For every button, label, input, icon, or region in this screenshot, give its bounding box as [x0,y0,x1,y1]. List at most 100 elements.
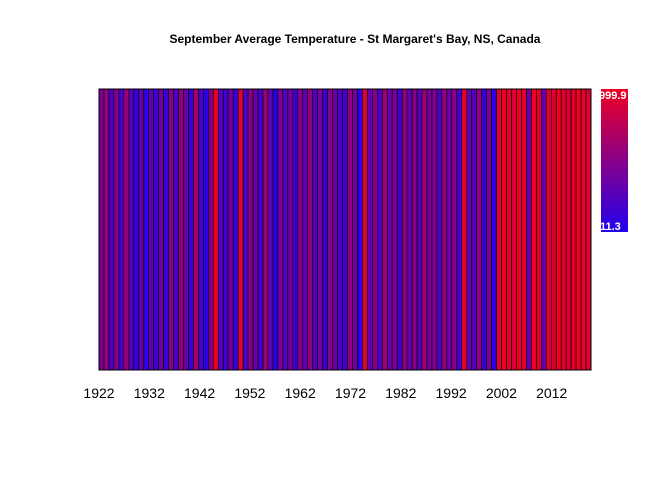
heatmap-stripe [496,88,502,371]
heatmap-stripe [456,88,463,371]
x-tick-label: 1972 [335,385,366,401]
heatmap-stripe [257,88,264,371]
heatmap-stripe [208,88,214,371]
heatmap-stripe [555,88,562,371]
heatmap-stripe [381,88,388,371]
heatmap-stripe [217,88,224,371]
heatmap-stripe [491,88,497,371]
heatmap-stripe [501,88,507,371]
heatmap-stripe [376,88,383,371]
heatmap-stripe [461,88,468,371]
heatmap-stripe [441,88,448,371]
heatmap-stripe [282,88,289,371]
heatmap-stripe [143,88,149,371]
heatmap-stripe [575,88,582,371]
heatmap-stripe [113,88,120,371]
heatmap-stripe [242,88,249,371]
heatmap-stripe [352,88,358,371]
heatmap-stripe [148,88,154,371]
heatmap-stripe [531,88,537,371]
heatmap-stripe [451,88,458,371]
heatmap-stripe [540,88,547,371]
heatmap-stripe [252,88,259,371]
heatmap-stripe [476,88,482,371]
heatmap-stripe [123,88,130,371]
heatmap-stripe [198,88,204,371]
legend-min-label: 11.3 [600,221,621,233]
heatmap-stripe [98,88,105,371]
heatmap-stripe [163,88,169,371]
heatmap-stripe [560,88,567,371]
heatmap-stripe [247,88,254,371]
heatmap-stripe [511,88,517,371]
heatmap-stripe [272,88,279,371]
legend-gradient-bar [601,89,628,232]
heatmap-stripe [262,88,269,371]
heatmap-stripe [317,88,323,371]
heatmap-stripe [406,88,413,371]
heatmap-stripe [203,88,209,371]
heatmap-stripe [357,88,363,371]
heatmap-stripe [565,88,572,371]
x-tick-label: 1932 [134,385,165,401]
heatmap-stripe [585,88,592,371]
x-tick-label: 1922 [83,385,114,401]
heatmap-stripe [362,88,368,371]
heatmap-stripe [237,88,244,371]
heatmap-stripe [421,88,428,371]
heatmap-stripe [481,88,487,371]
heatmap-stripe [173,88,179,371]
heatmap-stripe [337,88,343,371]
heatmap-stripe [372,88,378,371]
x-tick-label: 1952 [234,385,265,401]
heatmap-stripe [287,88,294,371]
heatmap-stripe [108,88,115,371]
chart-title: September Average Temperature - St Marga… [169,32,541,46]
x-tick-label: 1942 [184,385,215,401]
x-axis-tick-labels: 1922 1932 1942 1952 1962 1972 1982 1992 2002 2012 [83,385,567,401]
heatmap-stripe [426,88,433,371]
x-tick-label: 2002 [486,385,517,401]
heatmap-stripe [471,88,478,371]
heatmap-stripe [386,88,393,371]
heatmap-stripe [545,88,552,371]
heatmap-stripe [396,88,403,371]
heatmap-stripe [277,88,284,371]
heatmap-stripe [178,88,184,371]
heatmap-stripe [118,88,125,371]
plot-border [98,88,592,371]
heatmap-stripe [347,88,353,371]
heatmap-stripes [98,88,592,371]
x-tick-label: 2012 [536,385,567,401]
heatmap-stripe [506,88,512,371]
heatmap-stripe [297,88,304,371]
heatmap-stripe [486,88,492,371]
heatmap-stripe [232,88,239,371]
heatmap-stripe [267,88,274,371]
heatmap-stripe [391,88,398,371]
heatmap-stripe [183,88,189,371]
heatmap-stripe [431,88,438,371]
heatmap-stripe [322,88,328,371]
heatmap-stripe [327,88,333,371]
heatmap-stripe [213,88,219,371]
heatmap-stripe [193,88,199,371]
heatmap-stripe [342,88,348,371]
heatmap-stripe [133,88,140,371]
color-legend: 999.9 11.3 [599,89,628,233]
heatmap-stripe [158,88,164,371]
heatmap-stripe [307,88,314,371]
heatmap-stripe [168,88,174,371]
heatmap-stripe [302,88,309,371]
heatmap-stripe [153,88,159,371]
heatmap-stripe [416,88,423,371]
heatmap-stripe [138,88,145,371]
heatmap-stripe [103,88,110,371]
heatmap-stripe [516,88,522,371]
heatmap-stripe [580,88,587,371]
heatmap-stripe [332,88,338,371]
heatmap-stripe [222,88,229,371]
heatmap-stripe [401,88,408,371]
legend-max-label: 999.9 [599,90,627,102]
